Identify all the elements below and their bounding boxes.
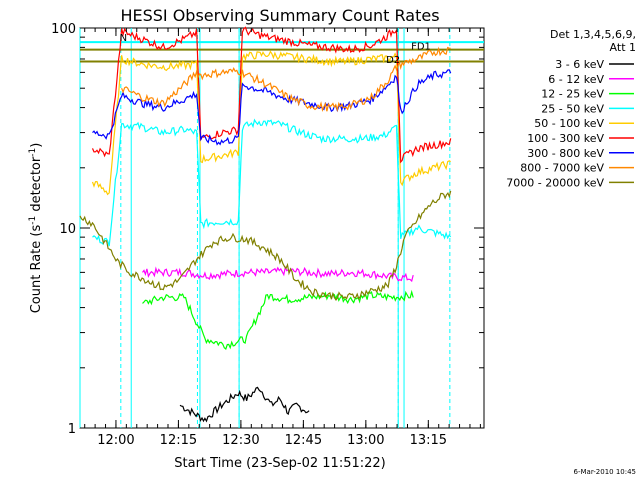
y-axis-label-sup2: -1 <box>28 148 38 157</box>
y-axis-label-sup1: -1 <box>28 216 38 225</box>
legend-label-7: 800 - 7000 keV <box>520 162 604 175</box>
y-axis-label: Count Rate (s-1 detector-1) <box>28 143 44 314</box>
x-axis: 12:00 12:15 12:30 12:45 13:00 13:15 <box>84 28 481 448</box>
y-axis-label-mid: detector <box>29 156 44 216</box>
x-tick-label: 12:15 <box>160 433 197 448</box>
plot-frame <box>79 27 485 429</box>
x-tick-label: 12:00 <box>97 433 134 448</box>
legend-title-line-1: Det 1,3,4,5,6,9, <box>550 28 636 41</box>
x-tick-label: 13:15 <box>410 433 447 448</box>
x-axis-label: Start Time (23-Sep-02 11:51:22) <box>174 456 385 471</box>
annotation-2: D2 <box>386 55 400 66</box>
y-axis-label-main: Count Rate (s <box>29 225 44 314</box>
y-axis-label-end: ) <box>29 143 44 148</box>
series-line-4 <box>91 50 451 196</box>
x-tick-label: 12:30 <box>222 433 259 448</box>
legend-title-line-2: Att 1 <box>610 41 636 54</box>
series-line-8 <box>79 190 452 302</box>
vertical-markers <box>79 28 451 428</box>
y-tick-label: 1 <box>68 422 76 437</box>
y-tick-label: 10 <box>59 222 76 237</box>
annotation-0: N <box>120 33 127 44</box>
series-line-2 <box>142 289 414 351</box>
annotations: N FD1 D2 <box>120 33 431 66</box>
legend-label-8: 7000 - 20000 keV <box>506 176 604 189</box>
chart-title: HESSI Observing Summary Count Rates <box>120 6 439 25</box>
plot-area: N FD1 D2 <box>79 26 485 429</box>
legend-label-1: 6 - 12 keV <box>548 73 604 86</box>
legend-label-6: 300 - 800 keV <box>527 147 604 160</box>
series-line-1 <box>142 265 414 283</box>
series-line-3 <box>92 118 452 247</box>
legend-label-2: 12 - 25 keV <box>541 88 604 101</box>
reference-lines <box>80 41 484 63</box>
series-line-5 <box>91 26 452 164</box>
series-line-7 <box>121 46 451 113</box>
x-tick-label: 13:00 <box>347 433 384 448</box>
y-axis: 1 10 100 <box>51 22 484 437</box>
series-group <box>79 26 452 423</box>
legend: Det 1,3,4,5,6,9, Att 1 3 - 6 keV 6 - 12 k… <box>506 28 636 189</box>
legend-label-0: 3 - 6 keV <box>555 58 604 71</box>
legend-label-3: 25 - 50 keV <box>541 102 604 115</box>
y-tick-label: 100 <box>51 22 76 37</box>
timestamp: 6-Mar-2010 10:45 <box>574 468 636 476</box>
annotation-1: FD1 <box>411 42 431 53</box>
x-tick-label: 12:45 <box>285 433 322 448</box>
series-line-6 <box>92 69 452 146</box>
legend-label-4: 50 - 100 keV <box>534 117 604 130</box>
series-line-0 <box>179 386 310 423</box>
legend-label-5: 100 - 300 keV <box>527 132 604 145</box>
